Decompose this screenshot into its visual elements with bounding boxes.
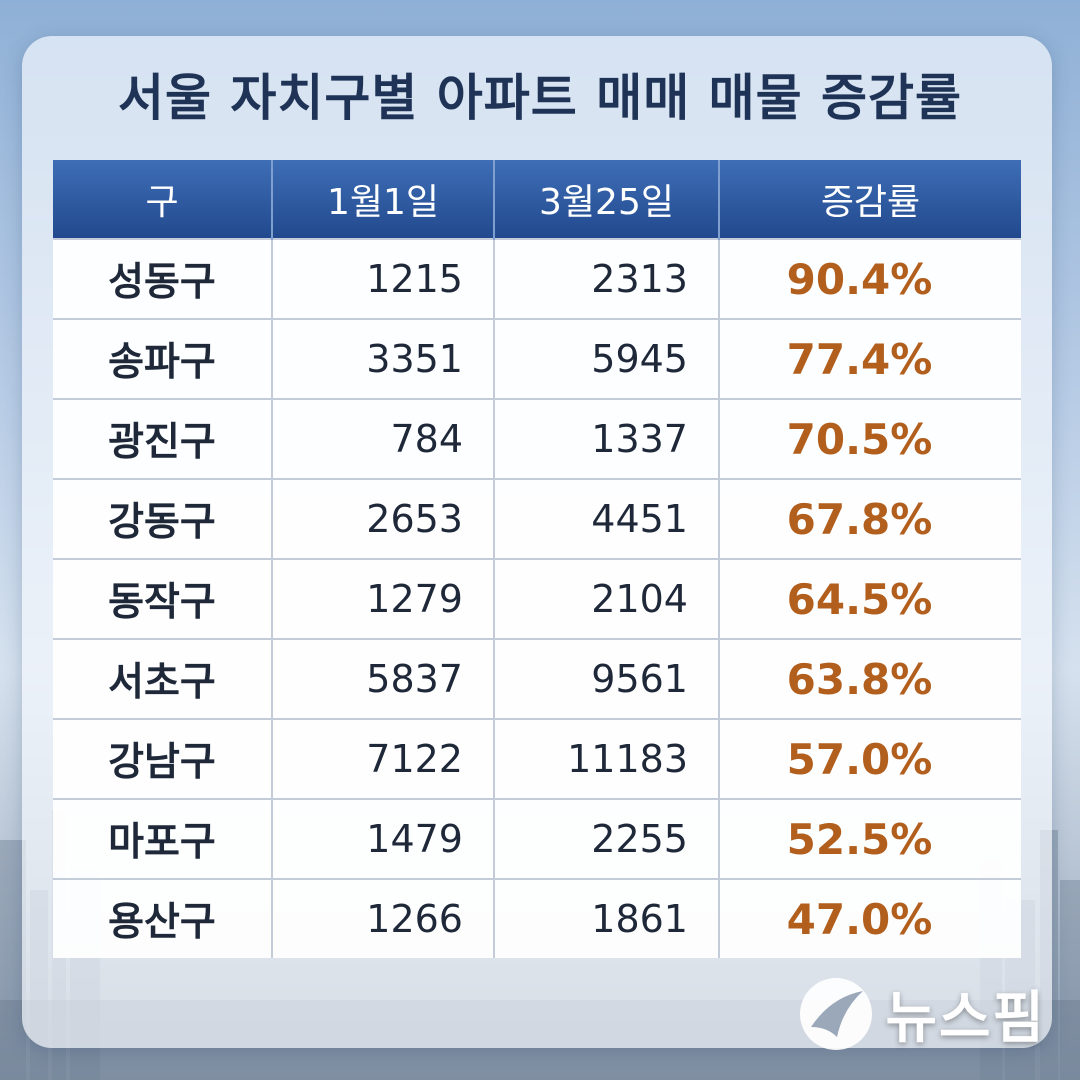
district-cell: 강남구	[53, 718, 273, 799]
jan1-value-cell: 7122	[272, 718, 495, 799]
table-row: 강남구 7122 11183 57.0%	[53, 718, 1021, 799]
jan1-value-cell: 5837	[272, 638, 495, 719]
rate-value-cell: 70.5%	[719, 398, 1021, 479]
column-header-gu: 구	[53, 160, 273, 239]
jan1-value-cell: 784	[272, 398, 495, 479]
district-cell: 용산구	[53, 878, 273, 958]
table-row: 마포구 1479 2255 52.5%	[53, 798, 1021, 879]
jan1-value-cell: 1279	[272, 558, 495, 639]
rate-value-cell: 90.4%	[719, 238, 1021, 319]
mar25-value-cell: 9561	[494, 638, 720, 719]
district-cell: 강동구	[53, 478, 273, 559]
rate-value-cell: 57.0%	[719, 718, 1021, 799]
mar25-value-cell: 1861	[494, 878, 720, 958]
jan1-value-cell: 3351	[272, 318, 495, 399]
rate-value-cell: 67.8%	[719, 478, 1021, 559]
data-table: 구 1월1일 3월25일 증감률 성동구 1215 2313 90.4% 송파구…	[53, 160, 1021, 958]
rate-value-cell: 47.0%	[719, 878, 1021, 958]
district-cell: 성동구	[53, 238, 273, 319]
column-header-rate: 증감률	[719, 160, 1021, 239]
rate-value-cell: 63.8%	[719, 638, 1021, 719]
newspim-logo-icon	[800, 977, 873, 1050]
jan1-value-cell: 1266	[272, 878, 495, 958]
newspim-logo: 뉴스핌	[797, 973, 1046, 1054]
rate-value-cell: 77.4%	[719, 318, 1021, 399]
table-row: 서초구 5837 9561 63.8%	[53, 638, 1021, 719]
table-row: 송파구 3351 5945 77.4%	[53, 318, 1021, 399]
mar25-value-cell: 4451	[494, 478, 720, 559]
district-cell: 마포구	[53, 798, 273, 879]
table-row: 강동구 2653 4451 67.8%	[53, 478, 1021, 559]
table-row: 광진구 784 1337 70.5%	[53, 398, 1021, 479]
jan1-value-cell: 1479	[272, 798, 495, 879]
mar25-value-cell: 2104	[494, 558, 720, 639]
table-row: 성동구 1215 2313 90.4%	[53, 238, 1021, 319]
rate-value-cell: 52.5%	[719, 798, 1021, 879]
mar25-value-cell: 2255	[494, 798, 720, 879]
jan1-value-cell: 2653	[272, 478, 495, 559]
district-cell: 동작구	[53, 558, 273, 639]
mar25-value-cell: 1337	[494, 398, 720, 479]
table-row: 용산구 1266 1861 47.0%	[53, 878, 1021, 958]
mar25-value-cell: 5945	[494, 318, 720, 399]
district-cell: 서초구	[53, 638, 273, 719]
district-cell: 광진구	[53, 398, 273, 479]
logo-text: 뉴스핌	[885, 986, 1046, 1051]
mar25-value-cell: 2313	[494, 238, 720, 319]
district-cell: 송파구	[53, 318, 273, 399]
mar25-value-cell: 11183	[494, 718, 720, 799]
column-header-mar25: 3월25일	[494, 160, 720, 239]
rate-value-cell: 64.5%	[719, 558, 1021, 639]
page-title: 서울 자치구별 아파트 매매 매물 증감률	[117, 69, 963, 127]
table-header-row: 구 1월1일 3월25일 증감률	[53, 160, 1021, 239]
jan1-value-cell: 1215	[272, 238, 495, 319]
column-header-jan1: 1월1일	[272, 160, 495, 239]
table-row: 동작구 1279 2104 64.5%	[53, 558, 1021, 639]
